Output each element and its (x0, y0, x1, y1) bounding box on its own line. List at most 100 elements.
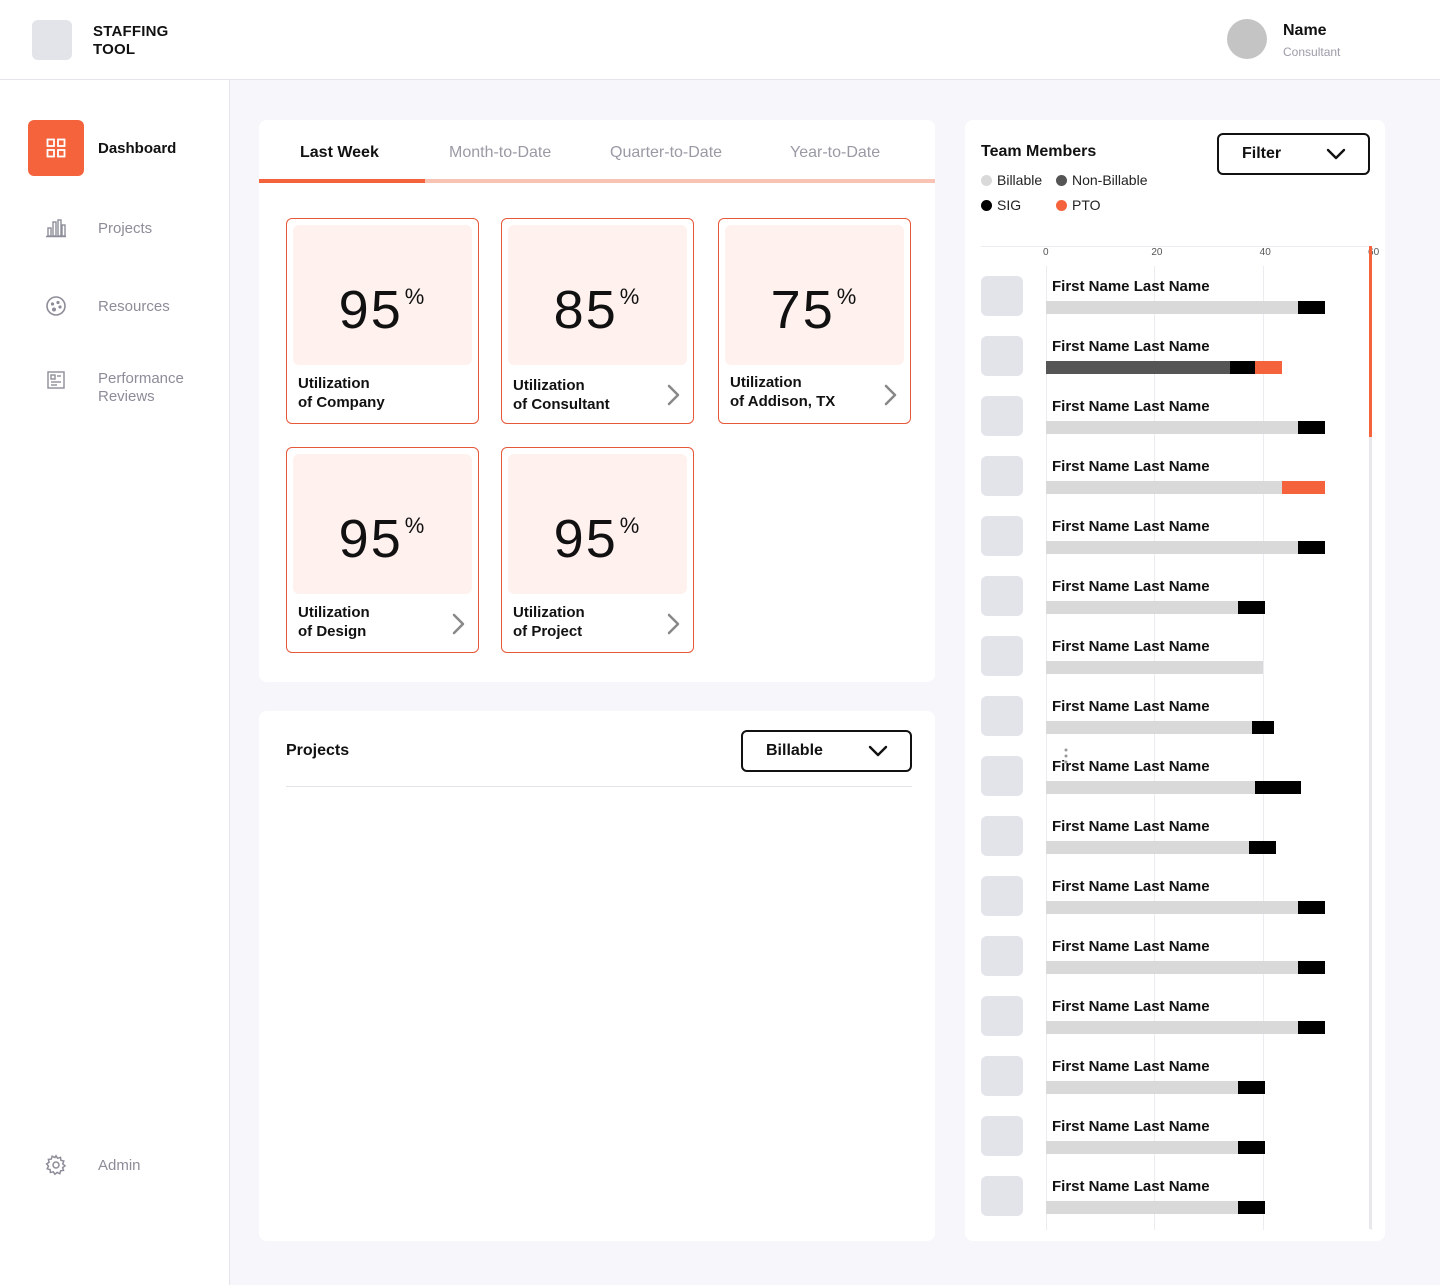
team-member-row[interactable]: First Name Last Name (981, 456, 1325, 516)
card-value-area: 75% (725, 225, 904, 365)
sidebar-item-dashboard[interactable]: Dashboard (28, 120, 218, 176)
bar-segment-billable (1046, 1201, 1239, 1214)
member-avatar (981, 936, 1023, 976)
bar-segment-sig (1297, 301, 1325, 314)
scrollbar-thumb[interactable] (1369, 246, 1372, 437)
member-avatar (981, 1176, 1023, 1216)
team-member-row[interactable]: First Name Last Name (981, 396, 1325, 456)
tab-underline (259, 179, 935, 183)
member-avatar (981, 1056, 1023, 1096)
member-name: First Name Last Name (1052, 818, 1210, 835)
projects-filter-select[interactable]: Billable (741, 730, 912, 772)
x-tick-label: 60 (1368, 247, 1380, 258)
chevron-right-icon[interactable] (663, 383, 683, 407)
utilization-card-design[interactable]: 95% Utilization of Design (286, 447, 479, 653)
team-filter-select[interactable]: Filter (1217, 133, 1370, 175)
percent-sign: % (836, 284, 859, 309)
select-value: Filter (1242, 145, 1282, 162)
drag-handle-icon[interactable] (1064, 748, 1068, 764)
chevron-right-icon[interactable] (880, 383, 900, 407)
app-logo[interactable] (32, 20, 72, 60)
sidebar-item-projects[interactable]: Projects (28, 200, 218, 256)
bar-segment-sig (1297, 1021, 1325, 1034)
legend-billable: Billable (981, 172, 1042, 188)
grid-line (1046, 266, 1047, 1230)
tab-year-to-date[interactable]: Year-to-Date (790, 144, 881, 161)
card-label: Utilization of Company (298, 375, 385, 411)
bar-segment-billable (1046, 721, 1252, 734)
axis-baseline (981, 246, 1368, 247)
team-member-row[interactable]: First Name Last Name (981, 636, 1321, 696)
team-member-row[interactable]: First Name Last Name (981, 336, 1321, 396)
team-member-row[interactable]: First Name Last Name (981, 1176, 1321, 1236)
bar-segment-billable (1046, 1021, 1298, 1034)
bar-segment-sig (1297, 961, 1325, 974)
chevron-right-icon[interactable] (448, 612, 468, 636)
utilization-value: 95% (338, 280, 427, 340)
bar-segment-billable (1046, 961, 1298, 974)
team-member-row[interactable]: First Name Last Name (981, 276, 1325, 336)
user-name[interactable]: Name (1283, 22, 1327, 39)
chevron-right-icon[interactable] (663, 612, 683, 636)
team-member-row[interactable]: First Name Last Name (981, 696, 1321, 756)
bar-segment-non-billable (1046, 361, 1231, 374)
utilization-card-consultant[interactable]: 85% Utilization of Consultant (501, 218, 694, 424)
member-avatar (981, 516, 1023, 556)
member-avatar (981, 816, 1023, 856)
bar-segment-pto (1281, 481, 1325, 494)
team-member-row[interactable]: First Name Last Name (981, 996, 1325, 1056)
percent-sign: % (404, 284, 427, 309)
bar-segment-billable (1046, 661, 1263, 674)
sidebar-item-label: Admin (98, 1157, 141, 1174)
team-member-row[interactable]: First Name Last Name (981, 1056, 1321, 1116)
percent-sign: % (619, 513, 642, 538)
scrollbar-track[interactable] (1369, 246, 1372, 1229)
team-members-panel: Team Members Filter Billable Non-Billabl… (965, 120, 1385, 1241)
top-bar: STAFFING TOOL Name Consultant (0, 0, 1440, 80)
tab-quarter-to-date[interactable]: Quarter-to-Date (610, 144, 723, 161)
tab-month-to-date[interactable]: Month-to-Date (449, 144, 552, 161)
grid-line (1262, 266, 1264, 1230)
sidebar-item-resources[interactable]: Resources (28, 278, 218, 334)
utilization-card-location[interactable]: 75% Utilization of Addison, TX (718, 218, 911, 424)
bar-segment-sig (1297, 901, 1325, 914)
legend-swatch (1056, 174, 1067, 186)
legend-non-billable: Non-Billable (1056, 172, 1147, 188)
member-name: First Name Last Name (1052, 878, 1210, 895)
bar-segment-sig (1238, 1081, 1266, 1094)
team-member-row[interactable]: First Name Last Name (981, 876, 1325, 936)
member-avatar (981, 396, 1023, 436)
sidebar-item-label: Dashboard (98, 140, 177, 157)
member-name: First Name Last Name (1052, 578, 1210, 595)
user-avatar[interactable] (1227, 19, 1267, 59)
palette-icon (28, 278, 84, 334)
tab-last-week[interactable]: Last Week (300, 144, 379, 161)
bar-segment-sig (1238, 601, 1266, 614)
sidebar-item-performance-reviews[interactable]: Performance Reviews (28, 352, 218, 408)
member-name: First Name Last Name (1052, 278, 1210, 295)
member-name: First Name Last Name (1052, 698, 1210, 715)
utilization-card-company[interactable]: 95% Utilization of Company (286, 218, 479, 424)
member-name: First Name Last Name (1052, 1058, 1210, 1075)
team-member-row[interactable]: First Name Last Name (981, 816, 1321, 876)
utilization-card-project[interactable]: 95% Utilization of Project (501, 447, 694, 653)
team-member-row[interactable]: First Name Last Name (981, 1116, 1321, 1176)
sidebar-item-admin[interactable]: Admin (28, 1137, 218, 1193)
app-title: STAFFING TOOL (93, 23, 169, 58)
team-member-row[interactable]: First Name Last Name (981, 576, 1321, 636)
chevron-down-icon (1326, 148, 1346, 160)
team-member-row[interactable]: First Name Last Name (981, 936, 1325, 996)
bar-segment-billable (1046, 481, 1282, 494)
member-name: First Name Last Name (1052, 998, 1210, 1015)
bar-segment-sig (1230, 361, 1255, 374)
legend-sig: SIG (981, 197, 1021, 213)
chevron-down-icon (868, 745, 888, 757)
member-avatar (981, 756, 1023, 796)
review-board-icon (28, 352, 84, 408)
team-member-row[interactable]: First Name Last Name (981, 516, 1325, 576)
percent-sign: % (404, 513, 427, 538)
sidebar-item-label: Performance Reviews (98, 370, 184, 405)
legend-swatch (981, 199, 992, 211)
team-member-row[interactable]: First Name Last Name (981, 756, 1321, 816)
gear-icon (28, 1137, 84, 1193)
